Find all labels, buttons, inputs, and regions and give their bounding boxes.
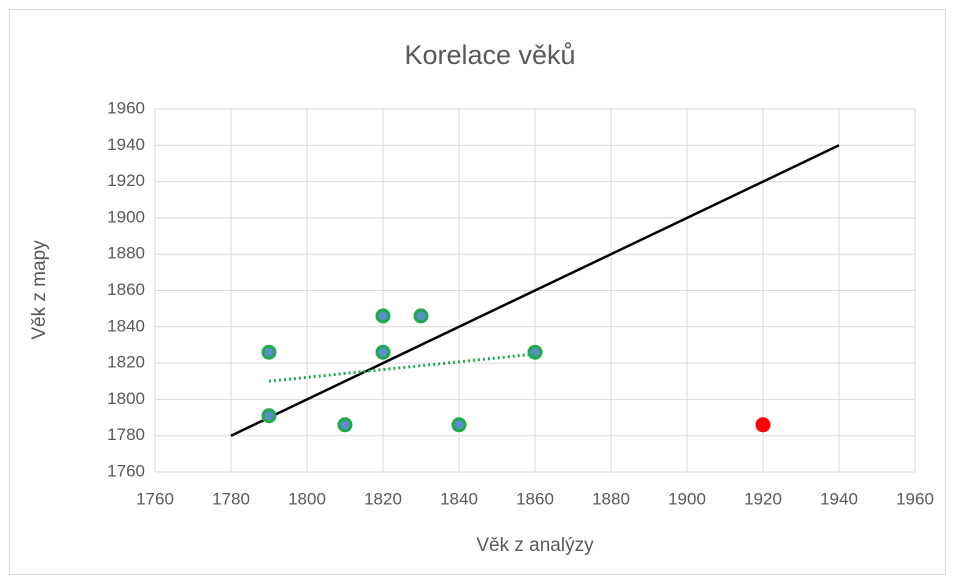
y-tick-label: 1900: [107, 207, 145, 226]
y-tick-label: 1780: [107, 425, 145, 444]
data-point: [375, 344, 391, 360]
x-tick-label: 1800: [288, 489, 326, 508]
y-tick-label: 1860: [107, 280, 145, 299]
x-tick-label: 1880: [592, 489, 630, 508]
data-point: [337, 417, 353, 433]
x-tick-label: 1860: [516, 489, 554, 508]
plot-area: [230, 144, 840, 437]
x-tick-label: 1780: [212, 489, 250, 508]
data-point: [261, 408, 277, 424]
data-point: [451, 417, 467, 433]
data-point: [375, 308, 391, 324]
y-tick-label: 1960: [107, 98, 145, 117]
grid: [154, 108, 916, 473]
y-axis-label: Věk z mapy: [29, 240, 50, 340]
y-tick-label: 1840: [107, 316, 145, 335]
data-point: [755, 417, 771, 433]
chart-title: Korelace věků: [404, 40, 575, 70]
x-tick-label: 1920: [744, 489, 782, 508]
x-tick-label: 1960: [896, 489, 934, 508]
y-tick-label: 1920: [107, 171, 145, 190]
y-tick-label: 1760: [107, 461, 145, 480]
y-tick-label: 1880: [107, 244, 145, 263]
x-tick-label: 1760: [136, 489, 174, 508]
y-tick-label: 1820: [107, 353, 145, 372]
x-tick-label: 1940: [820, 489, 858, 508]
data-point: [527, 344, 543, 360]
x-tick-label: 1840: [440, 489, 478, 508]
y-tick-label: 1940: [107, 135, 145, 154]
reference-line: [230, 144, 840, 437]
chart-frame: [9, 9, 946, 575]
y-tick-label: 1800: [107, 389, 145, 408]
x-axis-label: Věk z analýzy: [476, 535, 594, 556]
data-point: [261, 344, 277, 360]
data-point: [413, 308, 429, 324]
x-tick-label: 1820: [364, 489, 402, 508]
x-tick-label: 1900: [668, 489, 706, 508]
